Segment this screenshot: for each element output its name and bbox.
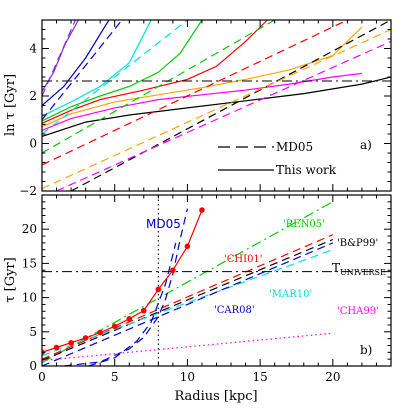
label-bp99: 'B&P99'	[337, 238, 378, 249]
panel-a-series-11-line	[42, 20, 348, 166]
label-universe: UNIVERSE	[340, 268, 386, 277]
panel-a-legend: MD05 This work	[218, 140, 337, 177]
data-point-9	[170, 267, 176, 274]
data-point-6	[126, 316, 133, 322]
panel-a-label: a)	[360, 138, 372, 152]
panel-a-series-9-line	[56, 40, 391, 191]
panel-a-series-13-line	[42, 20, 188, 135]
panel-b-reference-lines	[42, 195, 391, 366]
label-chi01: 'CHI01'	[224, 254, 263, 265]
ytick-label: 0	[29, 359, 37, 373]
ytick-label: 4	[29, 42, 37, 56]
data-point-3	[82, 335, 89, 341]
panel-a-series	[42, 20, 391, 191]
label-mar10: 'MAR10'	[269, 289, 312, 300]
ytick-label: 0	[29, 137, 37, 151]
panel-b-label: b)	[360, 343, 372, 357]
data-point-4	[97, 329, 103, 336]
panel-b-ticks: 0 5 10 15 20 0 5 10 15 20	[22, 194, 392, 384]
ytick-label: 20	[22, 222, 37, 236]
panel-a-series-0-line	[42, 76, 391, 137]
data-point-11	[199, 207, 205, 213]
panel-a-series-14-line	[42, 20, 123, 121]
label-ren05: 'REN05'	[283, 219, 325, 230]
panel-b-series-8-line	[42, 209, 203, 353]
legend-this-work: This work	[276, 163, 337, 177]
panel-b-series-5-line	[42, 332, 333, 362]
legend-md05: MD05	[276, 140, 313, 154]
panel-b-series-4-line	[42, 242, 334, 366]
label-t: T	[332, 261, 340, 275]
data-point-7	[140, 307, 147, 314]
panel-a-series-8-line	[70, 20, 391, 191]
label-t-universe: TUNIVERSE	[332, 261, 386, 277]
label-car08: 'CAR08'	[214, 305, 255, 316]
panel-b-ylabel: τ [Gyr]	[3, 257, 18, 302]
panel-b: 0 5 10 15 20 0 5 10 15 20 τ [Gyr] Radius [kpc] b)…	[3, 194, 392, 404]
data-point-10	[184, 243, 191, 250]
xtick-label: 5	[111, 370, 119, 384]
panel-b-series-1-line	[42, 234, 334, 360]
panel-a-series-2-line	[42, 26, 363, 128]
panel-b-series-2-line	[42, 238, 334, 362]
ytick-label: 10	[22, 291, 37, 305]
panel-a-series-10-line	[42, 28, 391, 190]
data-point-2	[68, 339, 74, 346]
data-point-5	[111, 323, 118, 330]
data-point-8	[155, 286, 162, 293]
panel-a-series-15-line	[42, 20, 76, 97]
panel-b-series	[42, 201, 334, 366]
panel-b-series-7-line	[88, 242, 177, 366]
label-cha99: 'CHA99'	[337, 306, 379, 317]
panel-b-markers	[42, 207, 205, 356]
xtick-label: 0	[38, 370, 46, 384]
ytick-label: 15	[22, 256, 37, 270]
panel-a-ylabel: ln τ [Gyr]	[3, 74, 18, 136]
panel-b-xlabel: Radius [kpc]	[174, 389, 257, 404]
ytick-label: −2	[19, 184, 37, 198]
panel-a: −2 0 2 4 ln τ [Gyr] a) MD05 This work	[3, 19, 392, 198]
panel-a-series-6-line	[42, 20, 110, 106]
panel-a-series-1-line	[42, 72, 362, 131]
ytick-label: 5	[29, 325, 37, 339]
panel-a-series-3-line	[42, 20, 268, 124]
xtick-label: 20	[325, 370, 340, 384]
xtick-label: 15	[252, 370, 267, 384]
label-md05: MD05	[146, 217, 181, 231]
panel-b-frame	[41, 194, 392, 367]
data-point-1	[53, 344, 60, 351]
panel-a-series-4-line	[42, 20, 203, 122]
panel-a-frame	[41, 19, 392, 192]
xtick-label: 10	[180, 370, 195, 384]
panel-a-series-12-line	[42, 20, 275, 154]
panel-a-series-5-line	[42, 20, 152, 117]
ytick-label: 2	[29, 89, 37, 103]
